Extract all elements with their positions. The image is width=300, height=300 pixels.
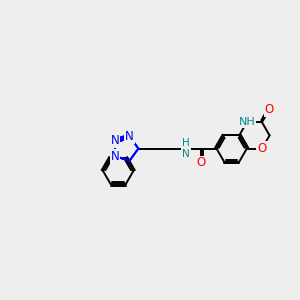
- Text: N: N: [125, 130, 134, 143]
- Text: NH: NH: [238, 117, 255, 127]
- Text: O: O: [265, 103, 274, 116]
- Text: N: N: [111, 134, 119, 148]
- Text: O: O: [197, 156, 206, 170]
- Text: O: O: [257, 142, 267, 155]
- Text: O: O: [197, 156, 206, 170]
- Text: O: O: [257, 142, 267, 155]
- Text: N: N: [111, 150, 119, 163]
- Text: H
N: H N: [182, 138, 190, 159]
- Text: N: N: [111, 150, 119, 163]
- Text: O: O: [265, 103, 274, 116]
- Text: H
N: H N: [182, 138, 190, 159]
- Text: N: N: [111, 134, 119, 148]
- Text: N: N: [125, 130, 134, 143]
- Text: NH: NH: [238, 117, 255, 127]
